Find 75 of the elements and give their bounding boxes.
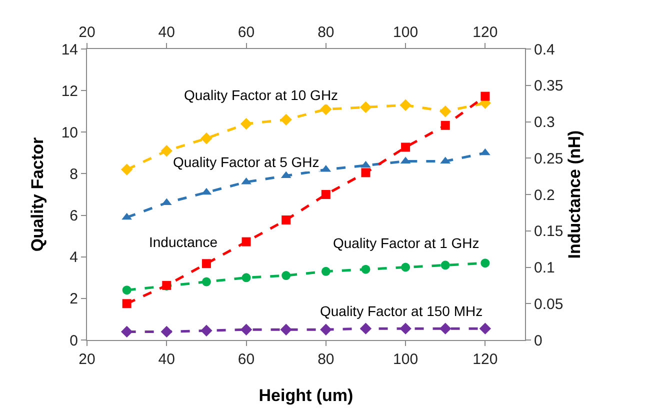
y-tick-label: 0 (70, 332, 78, 350)
x-tick-label: 40 (158, 24, 175, 41)
y2-tick-label: 0.4 (534, 41, 555, 58)
series-label: Quality Factor at 10 GHz (184, 87, 338, 103)
point (200, 324, 212, 336)
series-label: Quality Factor at 150 MHz (320, 303, 483, 319)
y-axis-title: Quality Factor (28, 136, 47, 252)
point (480, 92, 490, 101)
y2-tick-label: 0.3 (534, 114, 555, 131)
point (361, 264, 370, 274)
x-tick-label: 20 (78, 24, 96, 41)
point (360, 160, 371, 168)
point (200, 132, 212, 144)
x-tick-label: 80 (318, 24, 334, 41)
y-tick-label: 14 (61, 41, 78, 58)
y2-tick-label: 0 (534, 332, 542, 350)
point (122, 299, 132, 308)
point (280, 324, 292, 336)
point (160, 326, 172, 338)
point (321, 190, 330, 199)
x-tick-label: 60 (238, 24, 255, 41)
point (360, 322, 372, 334)
point (280, 114, 292, 126)
x-tick-label: 100 (393, 24, 418, 41)
y2-tick-label: 0.25 (534, 150, 564, 168)
point (480, 258, 490, 268)
point (320, 103, 332, 116)
x2-tick-label: 120 (472, 351, 498, 368)
x2-tick-label: 60 (238, 351, 255, 368)
point (282, 215, 291, 224)
y-tick-label: 4 (70, 249, 78, 266)
point (360, 101, 372, 114)
y-tick-label: 2 (70, 290, 78, 308)
y2-tick-label: 0.15 (534, 223, 564, 240)
point (400, 99, 412, 111)
point (240, 118, 252, 130)
point (160, 145, 172, 157)
point (361, 168, 370, 178)
point (120, 326, 133, 338)
x2-tick-label: 100 (393, 351, 418, 368)
y2-tick-label: 0.35 (534, 78, 564, 95)
y2-tick-label: 0.05 (534, 296, 564, 313)
y-tick-label: 10 (61, 124, 78, 142)
point (202, 277, 211, 286)
x2-tick-label: 80 (318, 351, 334, 368)
series-label: Quality Factor at 5 GHz (173, 154, 320, 170)
x2-tick-label: 40 (158, 351, 175, 368)
point (400, 322, 412, 334)
y2-tick-label: 0.1 (534, 260, 555, 276)
point (479, 322, 492, 334)
y2-axis-title: Inductance (nH) (565, 130, 584, 259)
point (242, 273, 251, 282)
point (242, 237, 251, 246)
point (240, 324, 252, 336)
x-tick-label: 120 (472, 24, 498, 41)
y-tick-label: 6 (70, 208, 78, 225)
y2-tick-label: 0.2 (534, 186, 555, 204)
y-tick-label: 12 (61, 82, 78, 100)
point (440, 106, 452, 118)
point (320, 324, 332, 336)
x-axis-title: Height (um) (258, 386, 354, 405)
point (440, 120, 450, 130)
series-label: Quality Factor at 1 GHz (333, 235, 480, 251)
point (202, 259, 211, 268)
point (122, 286, 132, 295)
point (120, 164, 133, 176)
point (321, 266, 330, 276)
point (401, 262, 410, 272)
x2-tick-label: 20 (78, 351, 96, 368)
point (440, 260, 450, 270)
y-tick-label: 8 (70, 166, 78, 183)
point (401, 142, 410, 152)
series-label: Inductance (149, 234, 218, 250)
point (440, 322, 452, 334)
point (282, 271, 291, 280)
